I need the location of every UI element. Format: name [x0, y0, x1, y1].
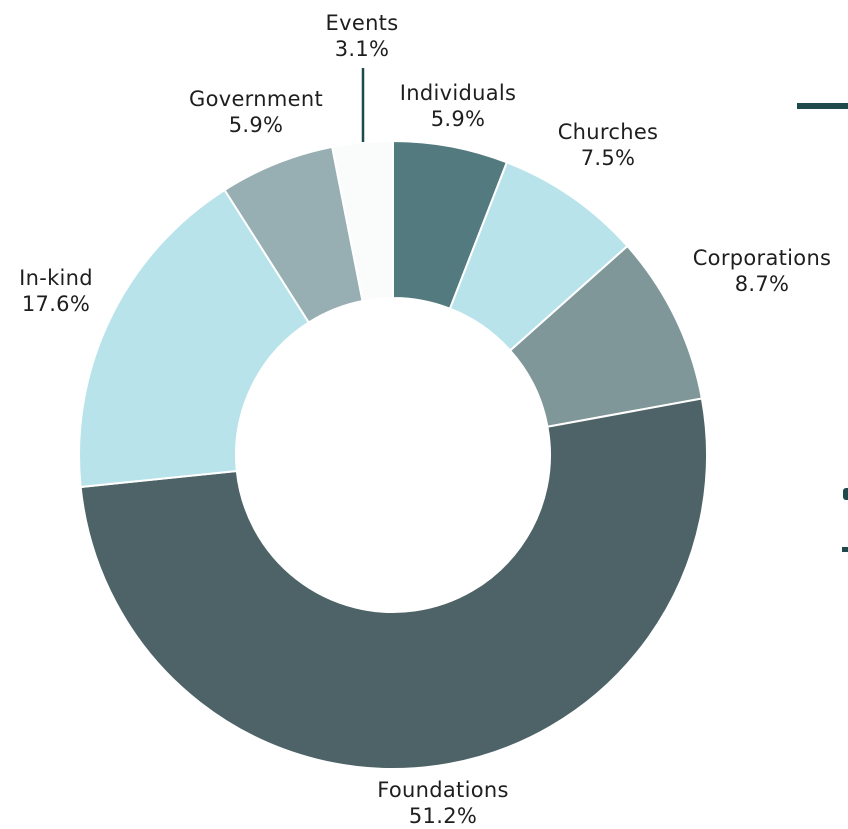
donut-slices [78, 139, 708, 770]
label-government-name: Government [189, 87, 323, 111]
label-individuals-value: 5.9% [430, 107, 486, 131]
label-foundations-name: Foundations [377, 778, 509, 802]
decorative-mark-1 [843, 488, 848, 500]
slice-events [330, 139, 394, 303]
label-events: Events 3.1% [326, 10, 399, 62]
label-in-kind-value: 17.6% [21, 292, 91, 316]
label-government-value: 5.9% [228, 113, 284, 137]
label-corporations: Corporations 8.7% [693, 245, 832, 297]
label-churches: Churches 7.5% [558, 119, 659, 171]
label-in-kind-name: In-kind [19, 266, 93, 290]
label-churches-value: 7.5% [580, 146, 636, 170]
label-individuals-name: Individuals [399, 81, 517, 105]
label-individuals: Individuals 5.9% [400, 80, 517, 132]
label-churches-name: Churches [557, 120, 659, 144]
label-corporations-name: Corporations [692, 246, 832, 270]
label-corporations-value: 8.7% [734, 272, 790, 296]
label-government: Government 5.9% [189, 86, 323, 138]
label-events-value: 3.1% [334, 37, 390, 61]
decorative-dash [797, 103, 848, 109]
label-events-name: Events [325, 11, 399, 35]
slice-in-kind [78, 188, 311, 489]
label-foundations-value: 51.2% [408, 804, 478, 828]
label-in-kind: In-kind 17.6% [19, 265, 93, 317]
decorative-mark-2 [842, 547, 848, 552]
label-foundations: Foundations 51.2% [377, 777, 508, 829]
slice-foundations [79, 397, 708, 770]
